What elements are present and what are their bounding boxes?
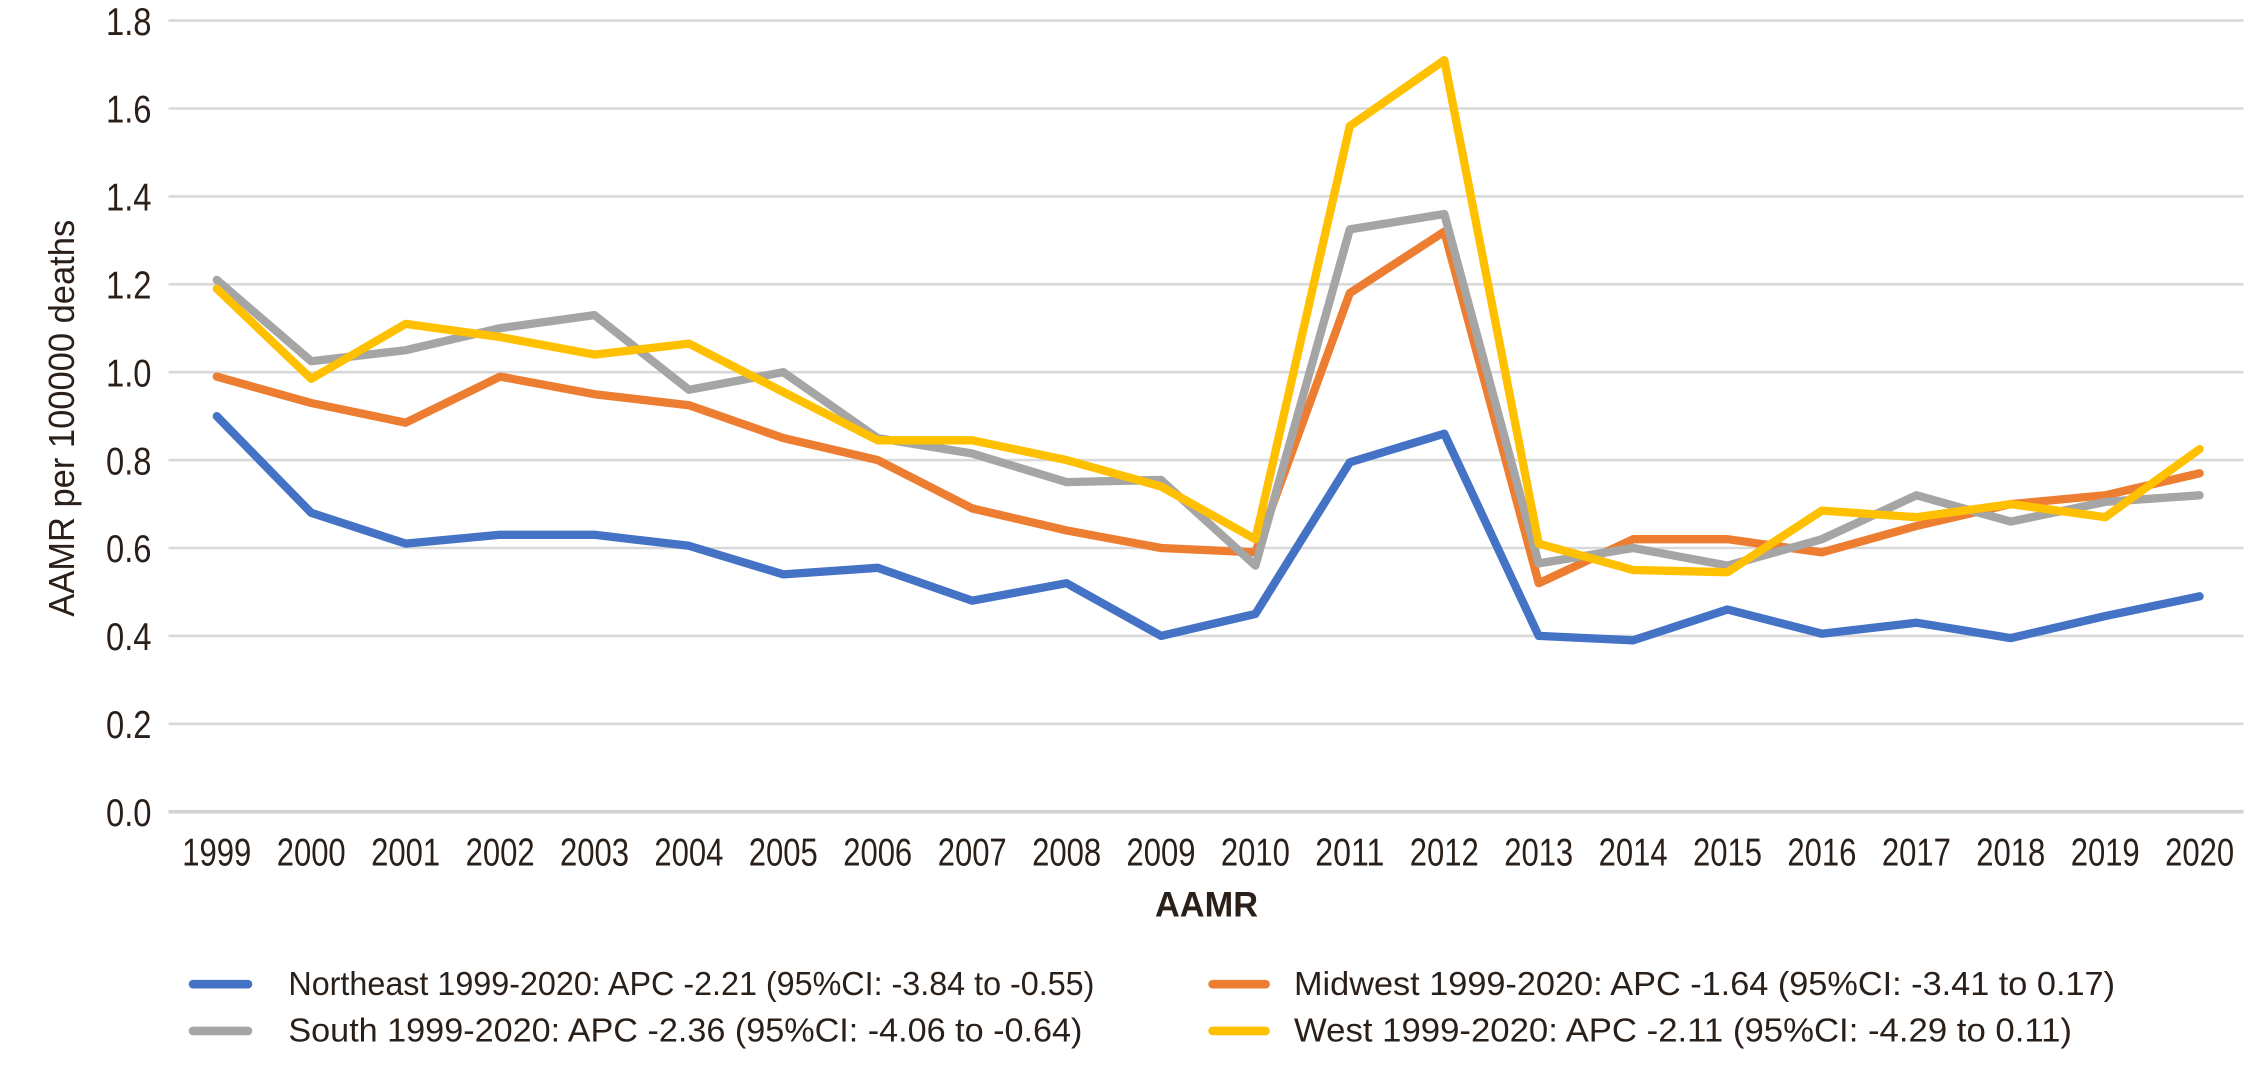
svg-text:2008: 2008 xyxy=(1032,832,1101,875)
svg-text:2019: 2019 xyxy=(2071,832,2140,875)
svg-text:2009: 2009 xyxy=(1127,832,1196,875)
svg-text:2005: 2005 xyxy=(749,832,818,875)
svg-text:2018: 2018 xyxy=(1976,832,2045,875)
svg-text:2001: 2001 xyxy=(371,832,440,875)
svg-text:0.4: 0.4 xyxy=(106,616,152,659)
svg-text:0.8: 0.8 xyxy=(106,440,152,483)
svg-text:2015: 2015 xyxy=(1693,832,1762,875)
svg-text:2000: 2000 xyxy=(277,832,346,875)
svg-text:2010: 2010 xyxy=(1221,832,1290,875)
svg-text:AAMR per 100000 deaths: AAMR per 100000 deaths xyxy=(41,220,82,617)
svg-text:0.6: 0.6 xyxy=(106,528,152,571)
svg-text:South 1999-2020: APC -2.36 (95: South 1999-2020: APC -2.36 (95%CI: -4.06… xyxy=(288,1012,1082,1049)
svg-text:1.6: 1.6 xyxy=(106,89,152,132)
svg-text:1.4: 1.4 xyxy=(106,177,152,220)
svg-text:2017: 2017 xyxy=(1882,832,1951,875)
svg-text:2020: 2020 xyxy=(2165,832,2234,875)
svg-text:2011: 2011 xyxy=(1315,832,1384,875)
svg-text:1.2: 1.2 xyxy=(106,265,152,308)
svg-text:Midwest 1999-2020: APC -1.64 (: Midwest 1999-2020: APC -1.64 (95%CI: -3.… xyxy=(1294,965,2115,1002)
svg-text:West 1999-2020: APC -2.11 (95%: West 1999-2020: APC -2.11 (95%CI: -4.29 … xyxy=(1294,1012,2072,1049)
svg-text:0.0: 0.0 xyxy=(106,792,152,835)
svg-text:AAMR: AAMR xyxy=(1155,885,1258,924)
svg-text:1999: 1999 xyxy=(182,832,251,875)
svg-text:2004: 2004 xyxy=(654,832,723,875)
svg-text:2014: 2014 xyxy=(1599,832,1668,875)
svg-text:0.2: 0.2 xyxy=(106,704,152,747)
svg-text:2012: 2012 xyxy=(1410,832,1479,875)
svg-text:1.0: 1.0 xyxy=(106,352,152,395)
svg-text:Northeast 1999-2020: APC -2.21: Northeast 1999-2020: APC -2.21 (95%CI: -… xyxy=(288,965,1094,1002)
svg-text:2007: 2007 xyxy=(938,832,1007,875)
svg-text:2003: 2003 xyxy=(560,832,629,875)
svg-text:2013: 2013 xyxy=(1504,832,1573,875)
svg-text:2006: 2006 xyxy=(843,832,912,875)
svg-text:1.8: 1.8 xyxy=(106,1,152,44)
svg-text:2002: 2002 xyxy=(466,832,535,875)
svg-text:2016: 2016 xyxy=(1787,832,1856,875)
